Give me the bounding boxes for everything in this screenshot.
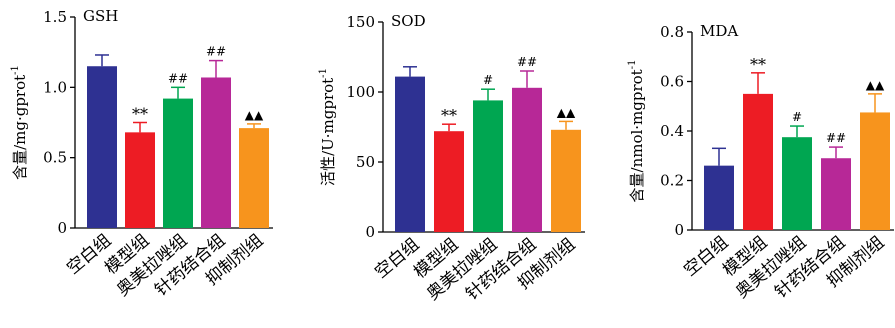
y-tick-label: 0.2 <box>660 172 684 190</box>
significance-label: ## <box>826 131 846 145</box>
y-tick-label: 0 <box>365 223 375 241</box>
chart-title: MDA <box>700 22 738 40</box>
chart-panel-1: 00.51.01.5 GSH含量/mg·gprot-1空白组**模型组##奥美拉唑… <box>10 7 273 300</box>
significance-label: # <box>792 110 802 124</box>
y-tick-label: 100 <box>346 83 375 101</box>
y-axis-label: 含量/mg·gprot-1 <box>10 65 29 180</box>
chart-title: SOD <box>391 12 426 30</box>
significance-label: ## <box>206 45 226 59</box>
bar <box>434 131 464 232</box>
significance-label: ▲▲ <box>557 105 576 119</box>
bar <box>201 77 231 228</box>
y-tick-label: 1.0 <box>43 78 67 96</box>
y-tick-label: 0.8 <box>660 23 684 41</box>
bar <box>473 100 503 233</box>
y-axis-label-superscript: -1 <box>10 65 21 75</box>
y-tick-label: 50 <box>356 153 375 171</box>
y-axis-label-text: 活性/U·mgprot <box>319 78 337 186</box>
bar <box>821 158 851 230</box>
bar <box>395 76 425 232</box>
bar <box>87 66 117 228</box>
y-tick-label: 0 <box>674 221 684 239</box>
significance-label: ** <box>132 105 148 124</box>
significance-label: ** <box>441 106 457 125</box>
chart-panel-3: 00.20.40.60.8 MDA含量/nmol·mgprot-1空白组**模型组… <box>627 22 894 302</box>
bar <box>704 165 734 230</box>
y-tick-label: 150 <box>346 13 375 31</box>
y-axis-label-text: 含量/mg·gprot <box>11 75 29 180</box>
y-axis-label-superscript: -1 <box>318 68 329 78</box>
y-axis-label: 含量/nmol·mgprot-1 <box>627 60 646 203</box>
significance-label: ## <box>168 71 188 85</box>
y-tick-label: 0 <box>57 219 67 237</box>
chart-title: GSH <box>83 7 118 25</box>
significance-label: ** <box>750 55 766 74</box>
y-axis-label-superscript: -1 <box>627 60 638 70</box>
bar <box>239 128 269 228</box>
y-axis-label: 活性/U·mgprot-1 <box>318 68 337 186</box>
significance-label: ▲▲ <box>245 108 264 122</box>
bar <box>512 87 542 232</box>
significance-label: ## <box>517 55 537 69</box>
significance-label: ▲▲ <box>866 78 885 92</box>
significance-label: # <box>483 73 493 87</box>
y-tick-label: 0.6 <box>660 73 684 91</box>
y-axis-label-text: 含量/nmol·mgprot <box>628 69 646 202</box>
y-tick-label: 0.4 <box>660 122 684 140</box>
category-label: 空白组 <box>680 233 732 281</box>
category-label: 空白组 <box>371 235 423 283</box>
bar <box>125 132 155 228</box>
bar <box>860 112 890 230</box>
bar <box>782 137 812 230</box>
bar <box>743 93 773 230</box>
y-tick-label: 1.5 <box>43 8 67 26</box>
bar <box>551 129 581 232</box>
y-tick-label: 0.5 <box>43 149 67 167</box>
bar <box>163 98 193 228</box>
